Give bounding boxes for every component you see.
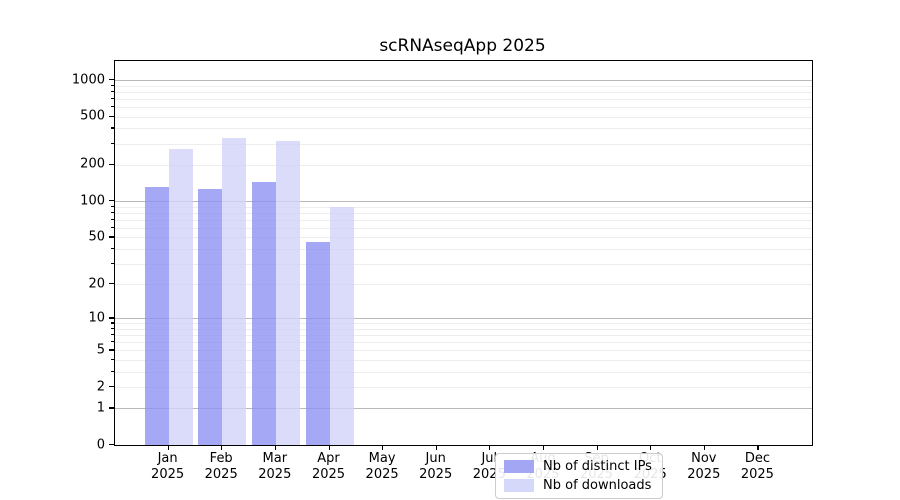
bar-downloads bbox=[275, 141, 300, 445]
x-tick-label: Jun 2025 bbox=[419, 451, 453, 482]
x-tick-label: Dec 2025 bbox=[740, 451, 774, 482]
legend-swatch-downloads bbox=[504, 479, 534, 492]
bar-distinct-ips bbox=[198, 188, 223, 445]
x-tick-label: Mar 2025 bbox=[258, 451, 292, 482]
y-tick-label: 20 bbox=[88, 276, 105, 292]
y-tick-label: 0 bbox=[96, 437, 105, 452]
x-tick-label: Jan 2025 bbox=[151, 451, 185, 482]
bar-downloads bbox=[329, 207, 354, 445]
plot-area: Nb of distinct IPs Nb of downloads bbox=[114, 60, 813, 499]
bar-distinct-ips bbox=[144, 187, 169, 445]
bar-downloads bbox=[222, 137, 247, 445]
y-tick-label: 1 bbox=[96, 400, 105, 416]
legend-swatch-distinct-ips bbox=[504, 460, 534, 473]
bar-distinct-ips bbox=[251, 182, 276, 445]
legend-item-downloads: Nb of downloads bbox=[504, 478, 652, 493]
legend-label-distinct-ips: Nb of distinct IPs bbox=[543, 459, 652, 474]
x-tick-label: Apr 2025 bbox=[311, 451, 346, 482]
x-tick-label: Feb 2025 bbox=[204, 451, 238, 482]
y-tick-label: 5 bbox=[96, 342, 105, 358]
bar-downloads bbox=[168, 148, 193, 445]
y-tick-label: 1000 bbox=[71, 72, 105, 88]
x-tick-label: May 2025 bbox=[365, 451, 399, 482]
bars-layer bbox=[115, 61, 812, 445]
y-tick-label: 200 bbox=[80, 156, 105, 172]
bar-distinct-ips bbox=[305, 241, 330, 445]
legend-item-distinct-ips: Nb of distinct IPs bbox=[504, 459, 652, 474]
y-tick-label: 500 bbox=[80, 108, 105, 124]
legend-label-downloads: Nb of downloads bbox=[543, 478, 652, 493]
y-tick-label: 50 bbox=[88, 229, 105, 245]
chart-title: scRNAseqApp 2025 bbox=[379, 36, 546, 56]
y-tick-label: 2 bbox=[96, 379, 105, 394]
y-tick-label: 100 bbox=[80, 193, 105, 209]
x-tick-label: Nov 2025 bbox=[687, 451, 721, 482]
y-tick-label: 10 bbox=[88, 310, 105, 326]
legend: Nb of distinct IPs Nb of downloads bbox=[495, 453, 663, 499]
